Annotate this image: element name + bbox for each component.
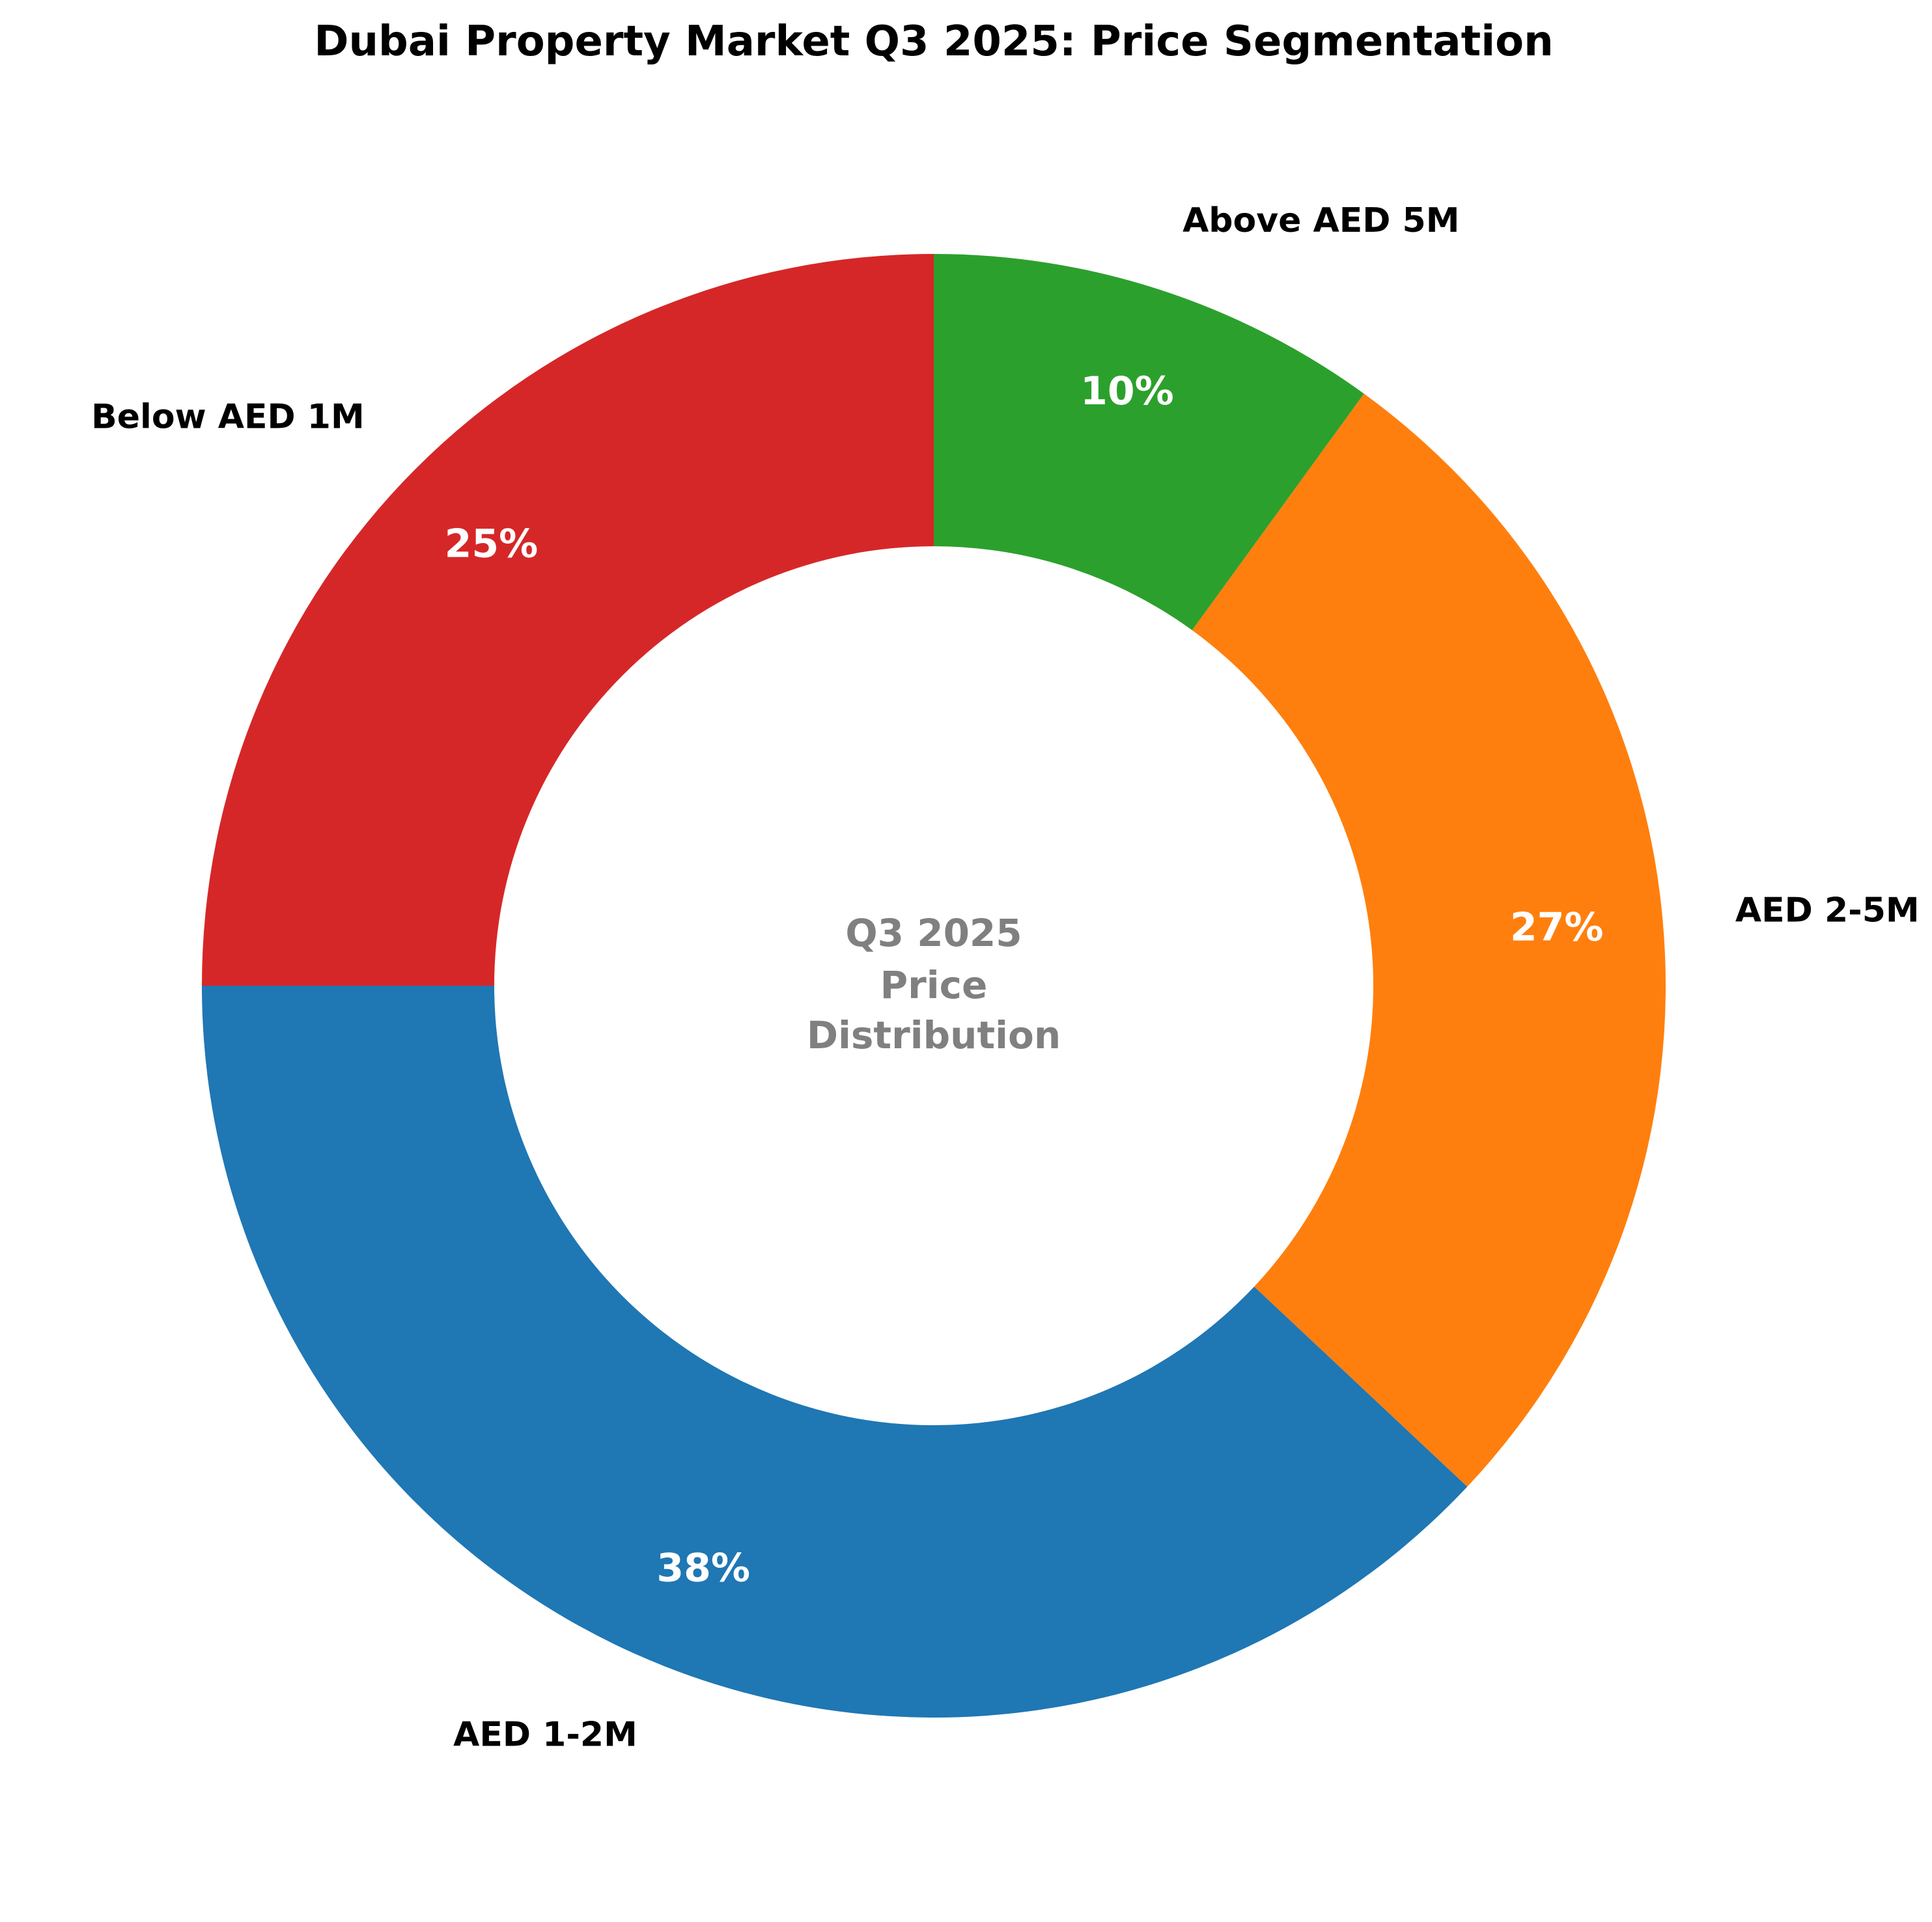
percent-label-above-aed-5m: 10% bbox=[1080, 369, 1174, 414]
percent-label-aed-2-5m: 27% bbox=[1510, 905, 1604, 951]
slice-below-aed-1m bbox=[202, 254, 934, 986]
center-text-line-2: Price bbox=[880, 963, 988, 1007]
category-label-aed-2-5m: AED 2-5M bbox=[1735, 891, 1920, 930]
percent-label-aed-1-2m: 38% bbox=[656, 1546, 750, 1591]
center-text-line-1: Q3 2025 bbox=[845, 911, 1022, 955]
category-label-aed-1-2m: AED 1-2M bbox=[453, 1716, 637, 1755]
category-label-below-aed-1m: Below AED 1M bbox=[91, 398, 365, 437]
slice-above-aed-5m bbox=[934, 254, 1364, 630]
slice-aed-2-5m bbox=[1192, 393, 1666, 1487]
chart-title: Dubai Property Market Q3 2025: Price Seg… bbox=[314, 18, 1553, 66]
slice-aed-1-2m bbox=[202, 986, 1468, 1718]
center-text-line-3: Distribution bbox=[807, 1013, 1061, 1057]
labels: Below AED 1M 25% AED 1-2M 38% AED 2-5M 27% Abo… bbox=[91, 201, 1919, 1754]
slices bbox=[202, 254, 1666, 1718]
category-label-above-aed-5m: Above AED 5M bbox=[1183, 201, 1459, 240]
percent-label-below-aed-1m: 25% bbox=[445, 521, 539, 566]
